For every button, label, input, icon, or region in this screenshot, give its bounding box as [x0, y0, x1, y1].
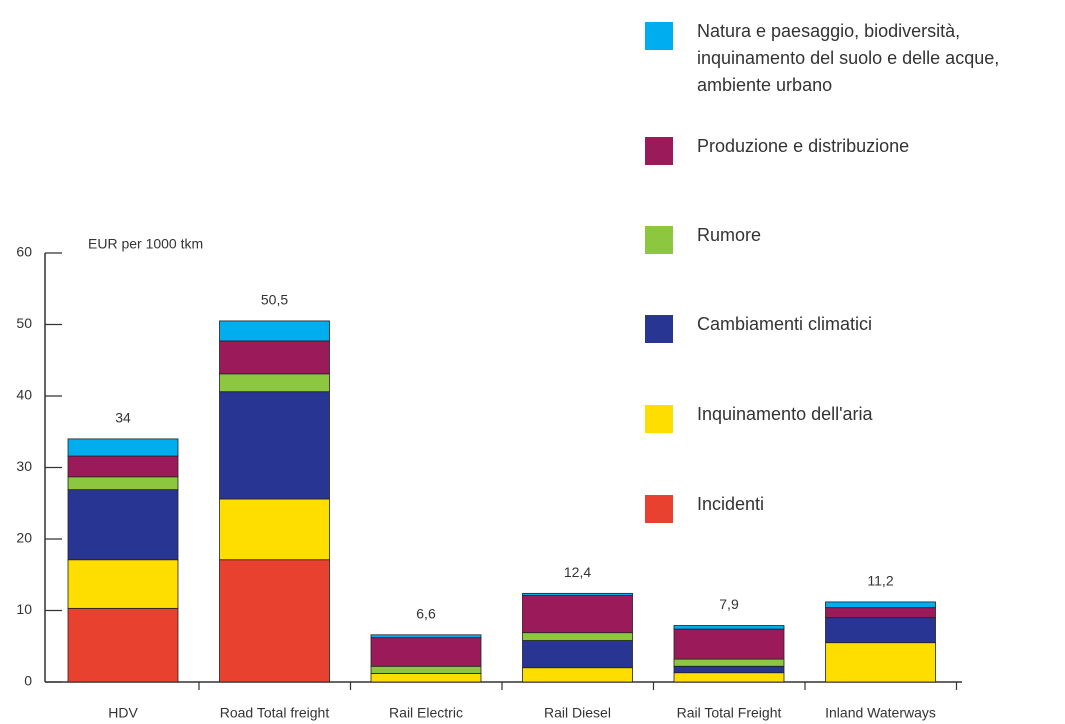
bar-segment	[67, 455, 179, 478]
legend-label: Natura e paesaggio, biodiversità, inquin…	[697, 21, 1000, 95]
y-tick-label: 10	[16, 601, 32, 617]
legend-swatch	[645, 495, 673, 523]
y-tick-label: 60	[16, 244, 32, 260]
bar-segment	[673, 658, 785, 667]
y-axis-label: EUR per 1000 tkm	[88, 236, 203, 252]
bar-segment	[370, 673, 482, 683]
legend-label: Rumore	[697, 225, 762, 245]
bar-segment	[522, 640, 633, 669]
y-tick-label: 50	[16, 315, 32, 331]
total-label: 6,6	[416, 606, 436, 622]
bar-segment	[219, 340, 330, 375]
legend-label: Cambiamenti climatici	[697, 314, 873, 334]
legend-label: Inquinamento dell'aria	[697, 404, 873, 424]
bar-segment	[370, 634, 482, 639]
bar-segment	[219, 391, 330, 500]
legend-swatch	[645, 405, 673, 433]
bar-segment	[825, 617, 936, 644]
total-label: 34	[115, 410, 131, 426]
bar-segment	[825, 601, 936, 609]
bar-segment	[673, 628, 785, 660]
bar-segment	[673, 625, 785, 630]
bar-segment	[522, 595, 633, 634]
x-tick-label: HDV	[108, 705, 138, 721]
total-label: 11,2	[867, 573, 893, 589]
bar-segment	[522, 667, 633, 683]
x-tick-label: Rail Total Freight	[677, 705, 782, 721]
y-tick-label: 20	[16, 530, 32, 546]
bar-segment	[370, 665, 482, 674]
bar-segment	[522, 592, 633, 596]
y-tick-label: 0	[24, 673, 32, 689]
y-tick-label: 30	[16, 458, 32, 474]
total-label: 7,9	[719, 596, 739, 612]
legend-swatch	[645, 226, 673, 254]
bar-segment	[673, 665, 785, 674]
legend-label: Incidenti	[697, 494, 765, 514]
bar-segment	[67, 489, 179, 561]
bar-segment	[673, 672, 785, 683]
legend-label: Produzione e distribuzione	[697, 136, 910, 156]
total-label: 12,4	[564, 564, 591, 580]
x-tick-label: Inland Waterways	[825, 705, 936, 721]
legend-swatch	[645, 22, 673, 50]
bar-segment	[219, 559, 330, 683]
x-tick-label: Rail Electric	[389, 705, 463, 721]
bar-segment	[370, 637, 482, 667]
bar-segment	[825, 607, 936, 619]
x-tick-label: Rail Diesel	[544, 705, 611, 721]
x-tick-label: Road Total freight	[220, 705, 330, 721]
legend-swatch	[645, 315, 673, 343]
bar-segment	[825, 642, 936, 683]
y-tick-label: 40	[16, 387, 32, 403]
legend-swatch	[645, 137, 673, 165]
bar-segment	[522, 632, 633, 641]
bar-segment	[219, 320, 330, 342]
bar-segment	[219, 373, 330, 393]
bar-segment	[67, 476, 179, 491]
bar-segment	[67, 607, 179, 683]
total-label: 50,5	[261, 292, 288, 308]
bar-segment	[67, 559, 179, 609]
bar-segment	[219, 498, 330, 561]
bar-segment	[67, 438, 179, 457]
